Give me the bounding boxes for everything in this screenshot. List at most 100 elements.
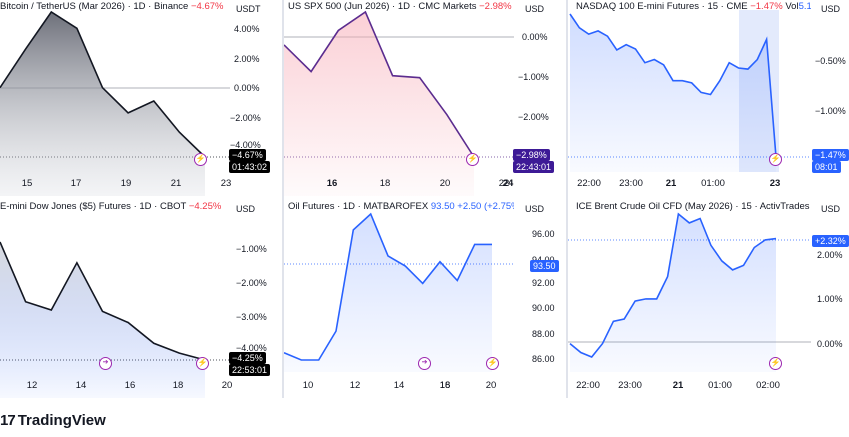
x-tick: 18 <box>172 380 184 391</box>
bitcoin-area <box>0 12 205 196</box>
lightning-icon[interactable]: ⚡ <box>194 153 207 166</box>
chart-panel-brent[interactable]: ICE Brent Crude Oil CFD (May 2026) · 15 … <box>568 200 849 398</box>
next-event-icon[interactable]: ➔ <box>99 357 112 370</box>
x-tick: 17 <box>70 178 82 189</box>
lightning-icon[interactable]: ⚡ <box>196 357 209 370</box>
x-tick: 01:00 <box>708 380 732 391</box>
x-tick: 20 <box>485 380 497 391</box>
panel-divider[interactable] <box>566 0 568 398</box>
dow-series-line <box>0 241 206 361</box>
chart-panel-oil[interactable]: Oil Futures · 1D · MATBAROFEX 93.50 +2.5… <box>284 200 566 398</box>
y-tick: −2.00% <box>236 278 267 288</box>
panel-title: E-mini Dow Jones ($5) Futures · 1D · CBO… <box>0 201 222 212</box>
x-tick: 14 <box>393 380 405 391</box>
change-value: +2.50 (+2.75%) <box>457 201 514 212</box>
panel-title: US SPX 500 (Jun 2026) · 1D · CMC Markets… <box>288 1 512 12</box>
nasdaq-area <box>570 14 776 172</box>
x-tick: 12 <box>349 380 361 391</box>
x-tick: 20 <box>439 178 451 189</box>
currency-label: USD <box>821 4 841 14</box>
last-value-tag: −4.67% <box>229 149 266 161</box>
y-tick: −4.00% <box>230 140 261 150</box>
panel-divider[interactable] <box>282 0 284 398</box>
dow-area <box>0 242 205 398</box>
y-tick: 0.00% <box>522 32 548 42</box>
x-tick: 23 <box>769 178 781 189</box>
y-tick: −1.00% <box>236 244 267 254</box>
chart-panel-spx[interactable]: US SPX 500 (Jun 2026) · 1D · CMC Markets… <box>284 0 566 196</box>
currency-label: USDT <box>236 4 261 14</box>
x-tick: 02:00 <box>756 380 780 391</box>
chart-panel-nasdaq[interactable]: NASDAQ 100 E-mini Futures · 15 · CME −1.… <box>568 0 849 196</box>
x-tick: 23:00 <box>619 178 643 189</box>
y-tick: −1.00% <box>518 72 549 82</box>
x-tick: 10 <box>302 380 314 391</box>
currency-label: USD <box>525 204 545 214</box>
panel-title: NASDAQ 100 E-mini Futures · 15 · CME −1.… <box>576 1 811 12</box>
x-tick: 01:00 <box>701 178 725 189</box>
nasdaq-chart <box>568 10 811 172</box>
x-tick: 22:00 <box>577 178 601 189</box>
y-tick: −4.00% <box>236 343 267 353</box>
chart-panel-bitcoin[interactable]: Bitcoin / TetherUS (Mar 2026) · 1D · Bin… <box>0 0 282 196</box>
x-tick: 21 <box>170 178 182 189</box>
change-value: −1.47% <box>750 1 783 12</box>
last-value-tag: +2.32% <box>812 235 849 247</box>
brand-name: TradingView <box>17 411 106 429</box>
change-value: −4.25% <box>188 201 222 212</box>
x-tick: 16 <box>439 380 451 391</box>
x-tick: 19 <box>120 178 132 189</box>
x-tick: 16 <box>124 380 136 391</box>
x-tick: 23:00 <box>618 380 642 391</box>
last-value-tag: −2.98% <box>513 149 550 161</box>
x-tick: 15 <box>21 178 33 189</box>
y-tick: 0.00% <box>234 83 260 93</box>
x-tick: 14 <box>75 380 87 391</box>
currency-label: USD <box>236 204 256 214</box>
x-tick: 23 <box>220 178 232 189</box>
currency-label: USD <box>821 204 841 214</box>
dow-chart <box>0 241 230 398</box>
price-value: 93.50 <box>430 201 455 212</box>
tradingview-logo-mark: 17 <box>0 411 16 429</box>
last-value-tag: −4.25% <box>229 352 266 364</box>
last-value-tag: −1.47% <box>812 149 849 161</box>
brent-chart <box>568 212 811 372</box>
tradingview-logo[interactable]: 17 TradingView <box>0 410 106 430</box>
next-event-icon[interactable]: ➔ <box>418 357 431 370</box>
x-tick: 16 <box>326 178 338 189</box>
change-value: −4.67% <box>190 1 224 12</box>
y-tick: 86.00 <box>532 354 555 364</box>
oil-chart <box>284 212 514 372</box>
oil-area <box>284 214 492 372</box>
y-tick: −2.00% <box>518 112 549 122</box>
y-tick: 4.00% <box>234 24 260 34</box>
change-value: −2.98% <box>479 1 512 12</box>
chart-panel-dow[interactable]: E-mini Dow Jones ($5) Futures · 1D · CBO… <box>0 200 282 398</box>
panel-title: Oil Futures · 1D · MATBAROFEX 93.50 +2.5… <box>288 201 514 212</box>
panel-title: ICE Brent Crude Oil CFD (May 2026) · 15 … <box>576 201 810 212</box>
x-tick: 12 <box>26 380 38 391</box>
brent-series-line <box>569 212 777 358</box>
countdown-tag: 22:53:01 <box>229 364 271 376</box>
currency-label: USD <box>525 4 545 14</box>
y-tick: 1.00% <box>817 294 843 304</box>
y-tick: −3.00% <box>236 312 267 322</box>
spx-series-line <box>284 10 475 158</box>
lightning-icon[interactable]: ⚡ <box>486 357 499 370</box>
countdown-tag: 01:43:02 <box>229 161 271 173</box>
lightning-icon[interactable]: ⚡ <box>769 153 782 166</box>
oil-series-line <box>284 212 492 361</box>
y-tick: 2.00% <box>234 54 260 64</box>
lightning-icon[interactable]: ⚡ <box>466 153 479 166</box>
x-tick: 18 <box>379 178 391 189</box>
countdown-tag: 22:43:01 <box>513 161 555 173</box>
x-tick: 18 <box>439 380 451 391</box>
lightning-icon[interactable]: ⚡ <box>769 357 782 370</box>
x-tick: 20 <box>221 380 233 391</box>
y-tick: −1.00% <box>815 106 846 116</box>
x-tick: 22 <box>498 178 510 189</box>
bitcoin-series-line <box>0 10 206 158</box>
countdown-tag: 08:01 <box>812 161 841 173</box>
brent-area <box>570 214 776 372</box>
